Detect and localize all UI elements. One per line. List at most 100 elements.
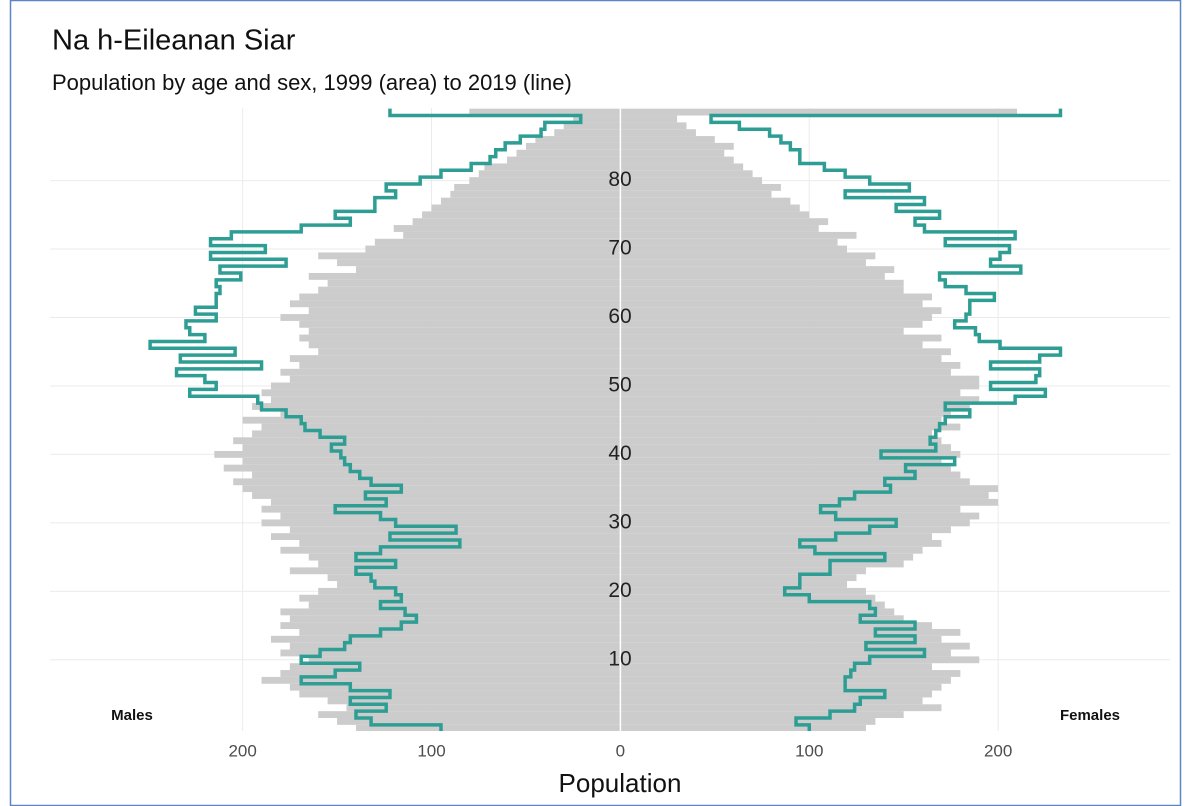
area-bar	[289, 567, 621, 575]
area-bar	[620, 670, 961, 677]
area-bar	[620, 676, 951, 684]
y-tick-label: 40	[608, 442, 631, 465]
area-bar	[620, 218, 829, 226]
area-bar	[440, 197, 621, 205]
area-bar	[620, 231, 857, 239]
area-bar	[620, 327, 904, 335]
x-tick-label: 200	[228, 741, 256, 760]
area-bar	[620, 478, 970, 486]
area-bar	[261, 505, 621, 513]
x-tick-label: 100	[795, 741, 823, 760]
area-bar	[431, 204, 621, 212]
area-bar	[318, 711, 621, 718]
area-bar	[620, 183, 781, 191]
area-bar	[242, 485, 621, 493]
area-bar	[516, 149, 621, 157]
area-bar	[327, 279, 621, 287]
area-bar	[280, 368, 621, 376]
area-bar	[289, 615, 621, 623]
area-bar	[620, 457, 942, 465]
area-bar	[620, 197, 791, 205]
area-bar	[620, 266, 895, 273]
area-bar	[620, 539, 942, 547]
area-bar	[620, 697, 923, 705]
area-bar	[620, 546, 923, 554]
area-bar	[270, 635, 621, 643]
area-bar	[261, 519, 621, 527]
area-bar	[620, 622, 933, 629]
area-bar	[318, 587, 621, 595]
area-bar	[620, 663, 933, 671]
area-bar	[620, 396, 980, 404]
area-bar	[620, 341, 923, 349]
left-label: Males	[111, 707, 153, 724]
area-bar	[289, 663, 621, 671]
line-series	[148, 108, 583, 731]
area-bar	[573, 115, 621, 123]
area-bar	[308, 327, 621, 335]
area-bar	[327, 574, 621, 582]
area-bar	[620, 403, 970, 410]
area-bar	[299, 293, 621, 301]
area-bar	[620, 526, 951, 534]
area-bar	[620, 519, 970, 527]
area-bar	[620, 225, 819, 232]
area-bar	[620, 567, 866, 575]
area-bar	[365, 245, 621, 253]
area-bar	[337, 581, 621, 588]
area-bar	[620, 320, 923, 328]
area-bar	[620, 409, 951, 417]
area-bar	[620, 279, 904, 287]
area-bar	[620, 683, 942, 691]
area-bar	[620, 204, 800, 212]
area-bar	[412, 218, 621, 226]
x-tick-label: 100	[417, 741, 445, 760]
y-tick-label: 20	[608, 579, 631, 602]
lines	[148, 108, 1063, 731]
area-bar	[261, 676, 621, 684]
right-label: Females	[1060, 707, 1120, 724]
area-bar	[469, 177, 621, 184]
area-bar	[327, 697, 621, 705]
area-bar	[289, 683, 621, 691]
area-bar	[280, 546, 621, 554]
chart-title: Na h-Eileanan Siar	[52, 25, 296, 57]
area-bar	[620, 649, 951, 657]
area-bar	[620, 437, 942, 445]
area-bar	[620, 711, 904, 718]
area-bar	[507, 156, 621, 164]
area-bar	[563, 122, 621, 130]
area-bar	[620, 361, 961, 369]
area-bar	[620, 129, 696, 137]
area-bar	[280, 670, 621, 677]
area-bar	[403, 231, 621, 239]
area-bar	[469, 108, 621, 116]
area-bar	[620, 608, 895, 616]
area-bar	[346, 704, 621, 712]
area-bar	[242, 457, 621, 465]
area-bar	[299, 334, 621, 342]
area-bar	[620, 190, 772, 198]
area-bar	[261, 389, 621, 397]
area-bar	[620, 170, 753, 178]
area-bar	[280, 622, 621, 629]
area-bar	[308, 307, 621, 315]
areas	[214, 108, 1018, 731]
area-bar	[355, 266, 621, 273]
area-bar	[620, 115, 678, 123]
area-bar	[318, 348, 621, 356]
area-bar	[620, 389, 961, 397]
area-bar	[620, 368, 951, 376]
area-bar	[242, 444, 621, 451]
area-bar	[337, 259, 621, 267]
area-bar	[214, 450, 621, 458]
area-bar	[450, 190, 621, 198]
area-bar	[252, 492, 621, 499]
area-bar	[620, 485, 999, 493]
area-bar	[289, 300, 621, 308]
area-bar	[280, 512, 621, 520]
area-bar	[270, 396, 621, 404]
area-bar	[620, 286, 904, 294]
area-bar	[620, 156, 734, 164]
area-bar	[620, 238, 838, 246]
